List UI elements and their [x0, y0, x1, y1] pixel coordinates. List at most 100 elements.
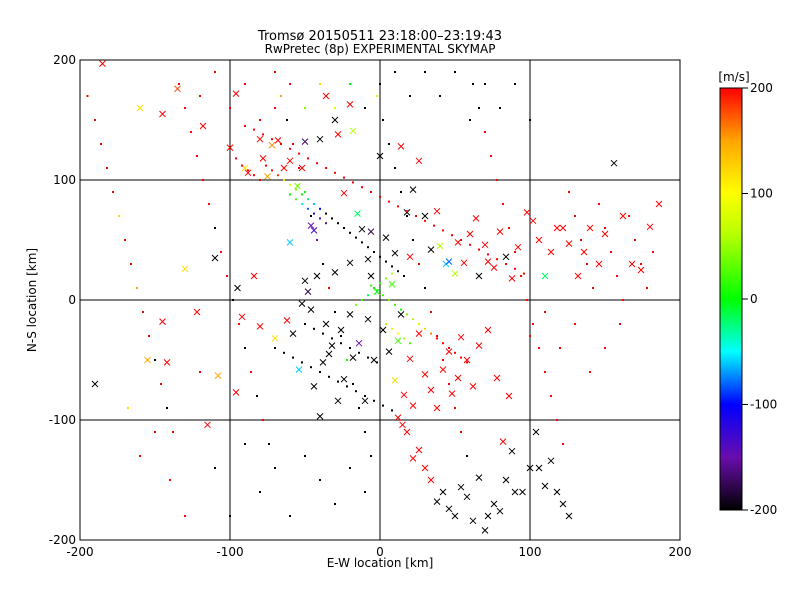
dot-marker [349, 231, 351, 234]
dot-marker [196, 155, 198, 157]
dot-marker [346, 359, 348, 361]
cross-marker [294, 182, 301, 190]
dot-marker [448, 383, 450, 385]
cross-marker [547, 457, 555, 465]
cross-marker [256, 135, 264, 143]
dot-marker [496, 258, 498, 261]
dot-marker [409, 95, 411, 97]
dot-marker [361, 241, 363, 244]
cross-marker [397, 143, 405, 150]
dot-marker [610, 251, 612, 253]
dot-marker [652, 251, 654, 253]
dot-marker [298, 152, 300, 155]
dot-marker [358, 351, 360, 354]
dot-marker [406, 215, 408, 217]
dot-marker [295, 188, 297, 191]
cross-marker [394, 414, 402, 421]
dot-marker [604, 227, 606, 229]
cross-marker [364, 255, 372, 263]
cross-marker [244, 169, 252, 177]
cross-marker [346, 311, 354, 318]
cross-marker [637, 266, 645, 274]
dot-marker [391, 265, 393, 268]
dot-marker [370, 191, 372, 193]
cross-marker [232, 90, 240, 97]
dot-marker [589, 371, 591, 373]
cross-marker [193, 308, 201, 316]
cross-marker [535, 236, 543, 244]
dot-marker [310, 366, 312, 369]
cross-marker [475, 474, 483, 481]
cross-marker [295, 366, 303, 373]
dot-marker [505, 263, 507, 265]
dot-marker [190, 131, 192, 133]
dot-marker [289, 83, 291, 85]
dot-marker [424, 327, 426, 330]
cross-marker [505, 392, 513, 400]
cross-marker [532, 428, 540, 436]
cross-marker [349, 354, 357, 361]
dot-marker [388, 143, 390, 145]
cross-marker [463, 356, 471, 364]
dot-marker [238, 323, 240, 325]
dot-marker [430, 332, 432, 335]
dot-marker [385, 323, 387, 325]
cross-marker [565, 512, 573, 520]
dot-marker [364, 431, 366, 433]
colorbar-tick-label: 0 [750, 292, 758, 306]
cross-marker [406, 253, 414, 261]
dot-marker [307, 157, 309, 160]
cross-marker [214, 372, 222, 379]
dot-marker [286, 119, 288, 121]
cross-marker [508, 275, 516, 282]
dot-marker [460, 356, 462, 359]
cross-marker [301, 277, 309, 285]
x-tick-label: 100 [519, 545, 542, 559]
y-tick-label: 200 [53, 53, 76, 67]
dot-marker [178, 83, 180, 85]
cross-marker [325, 350, 333, 358]
dot-marker [154, 431, 156, 433]
dot-marker [514, 83, 516, 85]
dot-marker [376, 289, 378, 292]
cross-marker [346, 101, 354, 108]
dot-marker [184, 107, 186, 109]
cross-marker [421, 212, 429, 220]
colorbar: [m/s] 200 100 0 -100 -200 [718, 70, 777, 517]
dot-marker [280, 143, 282, 145]
dot-marker [349, 83, 351, 85]
dot-marker [253, 174, 255, 177]
cross-marker [490, 500, 498, 508]
dot-marker [367, 246, 369, 249]
cross-marker [250, 272, 258, 280]
dot-marker [235, 157, 237, 160]
cross-marker [415, 157, 423, 165]
dot-marker [292, 356, 294, 359]
dot-marker [388, 200, 390, 203]
dot-marker [274, 71, 276, 73]
dot-marker [259, 491, 261, 493]
dot-marker [331, 217, 333, 220]
cross-marker [646, 223, 654, 231]
cross-marker [655, 200, 663, 208]
cross-marker [433, 498, 441, 505]
x-tick-label: -100 [216, 545, 243, 559]
cross-marker [310, 227, 318, 234]
dot-marker [331, 337, 333, 340]
dot-marker [340, 335, 342, 337]
cross-marker [286, 157, 294, 165]
cross-marker [334, 131, 342, 138]
dot-marker [604, 347, 606, 349]
y-axis-label: N-S location [km] [25, 248, 39, 352]
dot-marker [244, 125, 246, 127]
cross-marker [481, 527, 489, 534]
dot-marker [313, 203, 315, 205]
dot-marker [634, 239, 636, 241]
cross-marker [496, 507, 504, 515]
dot-marker [202, 179, 204, 181]
dot-marker [556, 419, 558, 421]
cross-marker [358, 225, 366, 233]
cross-marker [439, 366, 447, 373]
cross-marker [499, 438, 507, 445]
